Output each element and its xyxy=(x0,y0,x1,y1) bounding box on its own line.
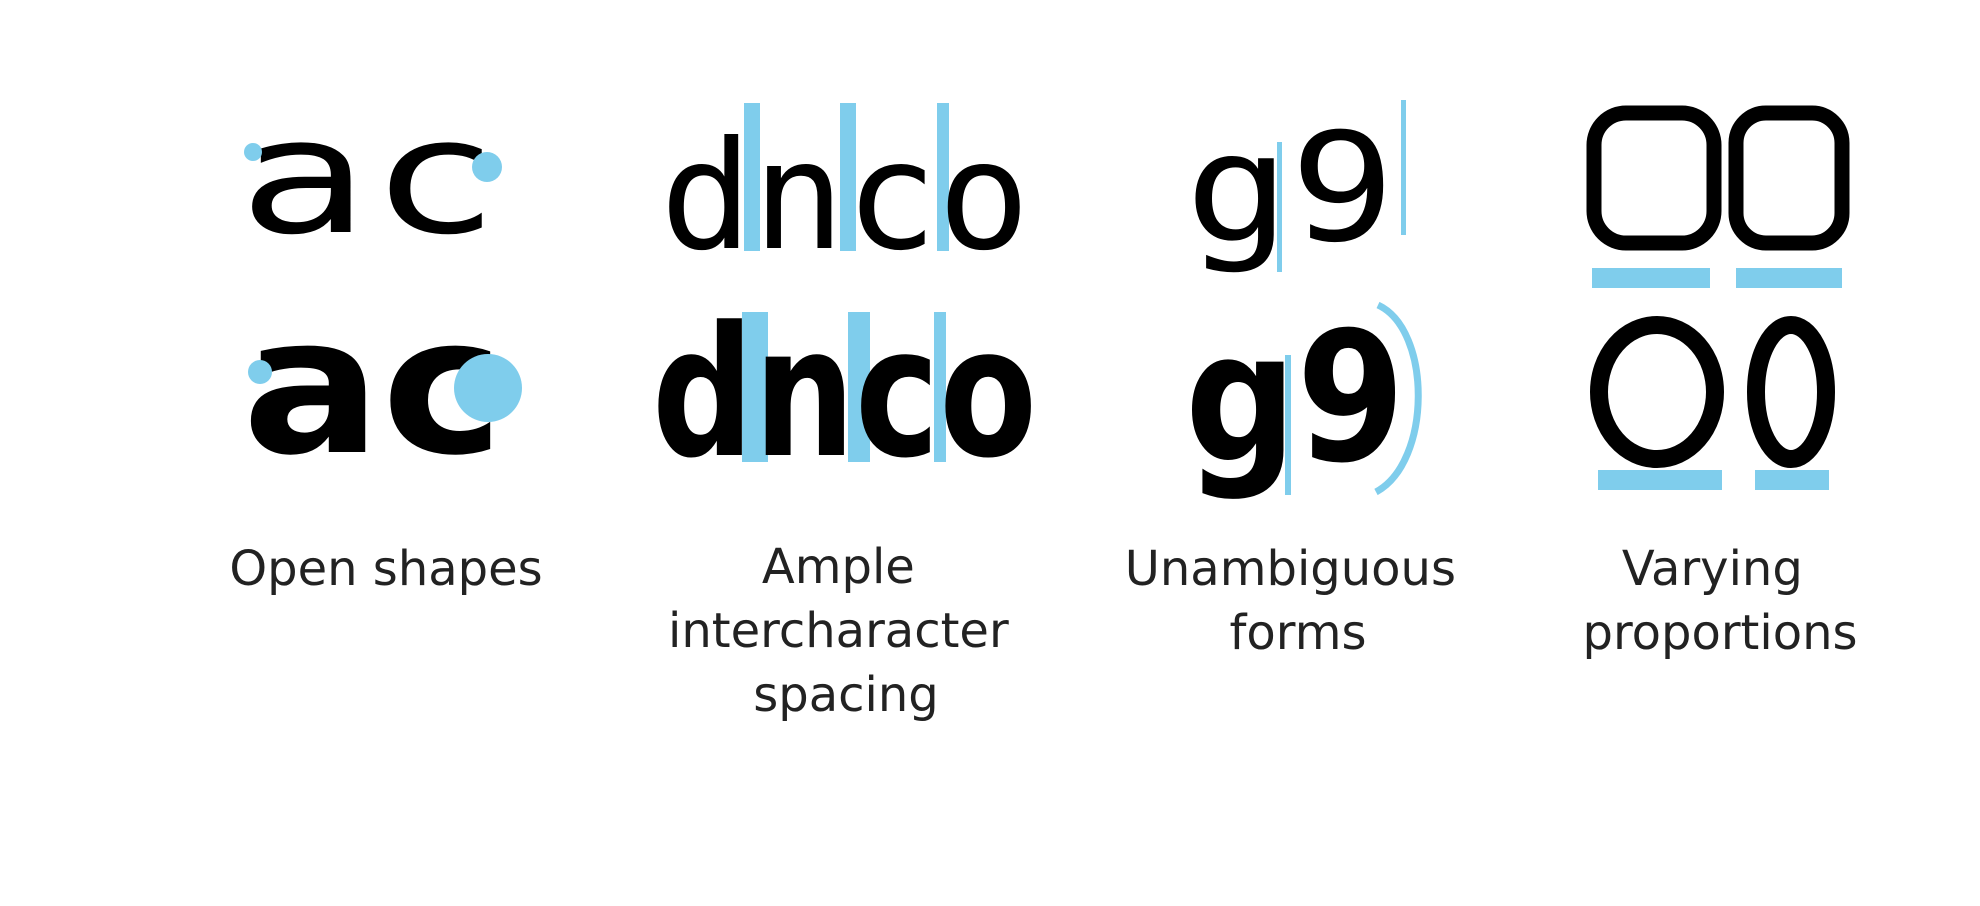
spacing-bottom-glyphs: dnco xyxy=(652,289,1037,498)
open-top-glyphs: ac xyxy=(238,83,500,270)
proportions-bottom-digit-zero xyxy=(1747,316,1835,468)
proportions-top-width-bar-2 xyxy=(1736,268,1842,288)
caption-forms-line-2: forms xyxy=(1230,605,1367,661)
spacing-bottom-gap-bar-3 xyxy=(934,312,946,462)
caption-forms-line-1: Unambiguous xyxy=(1125,541,1456,597)
spacing-bottom-gap-bar-2 xyxy=(848,312,870,462)
caption-open-shapes: Open shapes xyxy=(229,541,542,597)
spacing-top-glyphs: dnco xyxy=(660,110,1030,284)
proportions-top-width-bar-1 xyxy=(1592,268,1710,288)
proportions-bottom-letter-o xyxy=(1590,316,1724,468)
forms-bottom-stem-guide xyxy=(1285,355,1291,495)
forms-top-stem-guide-2 xyxy=(1401,100,1406,235)
proportions-bottom-width-bar-2 xyxy=(1755,470,1829,490)
caption-spacing-line-1: Ample xyxy=(762,539,915,595)
spacing-bottom-gap-bar-1 xyxy=(742,312,768,462)
panel-open-shapes: ac ac Open shapes xyxy=(229,83,542,597)
forms-bottom-curve-guide xyxy=(1374,301,1422,496)
caption-varying-proportions: Varying proportions xyxy=(1582,541,1857,661)
proportions-bottom-width-bar-1 xyxy=(1598,470,1722,490)
caption-intercharacter-spacing: Ample intercharacter spacing xyxy=(668,539,1024,723)
spacing-top-gap-bar-1 xyxy=(744,103,760,251)
open-top-aperture-marker-c xyxy=(472,152,502,182)
caption-spacing-line-2: intercharacter xyxy=(668,603,1009,659)
spacing-top-gap-bar-3 xyxy=(937,103,949,251)
spacing-top-gap-bar-2 xyxy=(840,103,856,251)
forms-top-glyphs: g9 xyxy=(1185,102,1395,276)
open-top-aperture-marker-a xyxy=(244,143,262,161)
panel-unambiguous-forms: g9 g9 Unambiguous forms xyxy=(1125,100,1471,661)
open-bottom-aperture-marker-a xyxy=(248,360,272,384)
panel-varying-proportions: Varying proportions xyxy=(1582,105,1858,661)
proportions-top-o-2 xyxy=(1728,105,1850,251)
forms-bottom-glyphs: g9 xyxy=(1185,294,1405,503)
caption-unambiguous-forms: Unambiguous forms xyxy=(1125,541,1471,661)
caption-proportions-line-2: proportions xyxy=(1582,605,1857,661)
forms-top-stem-guide-1 xyxy=(1277,142,1282,272)
proportions-top-o-1 xyxy=(1586,105,1722,251)
caption-open-line-1: Open shapes xyxy=(229,541,542,597)
panel-intercharacter-spacing: dnco dnco Ample intercharacter spacing xyxy=(652,103,1037,723)
open-bottom-aperture-marker-c xyxy=(454,354,522,422)
caption-spacing-line-3: spacing xyxy=(753,667,939,723)
caption-proportions-line-1: Varying xyxy=(1622,541,1803,597)
